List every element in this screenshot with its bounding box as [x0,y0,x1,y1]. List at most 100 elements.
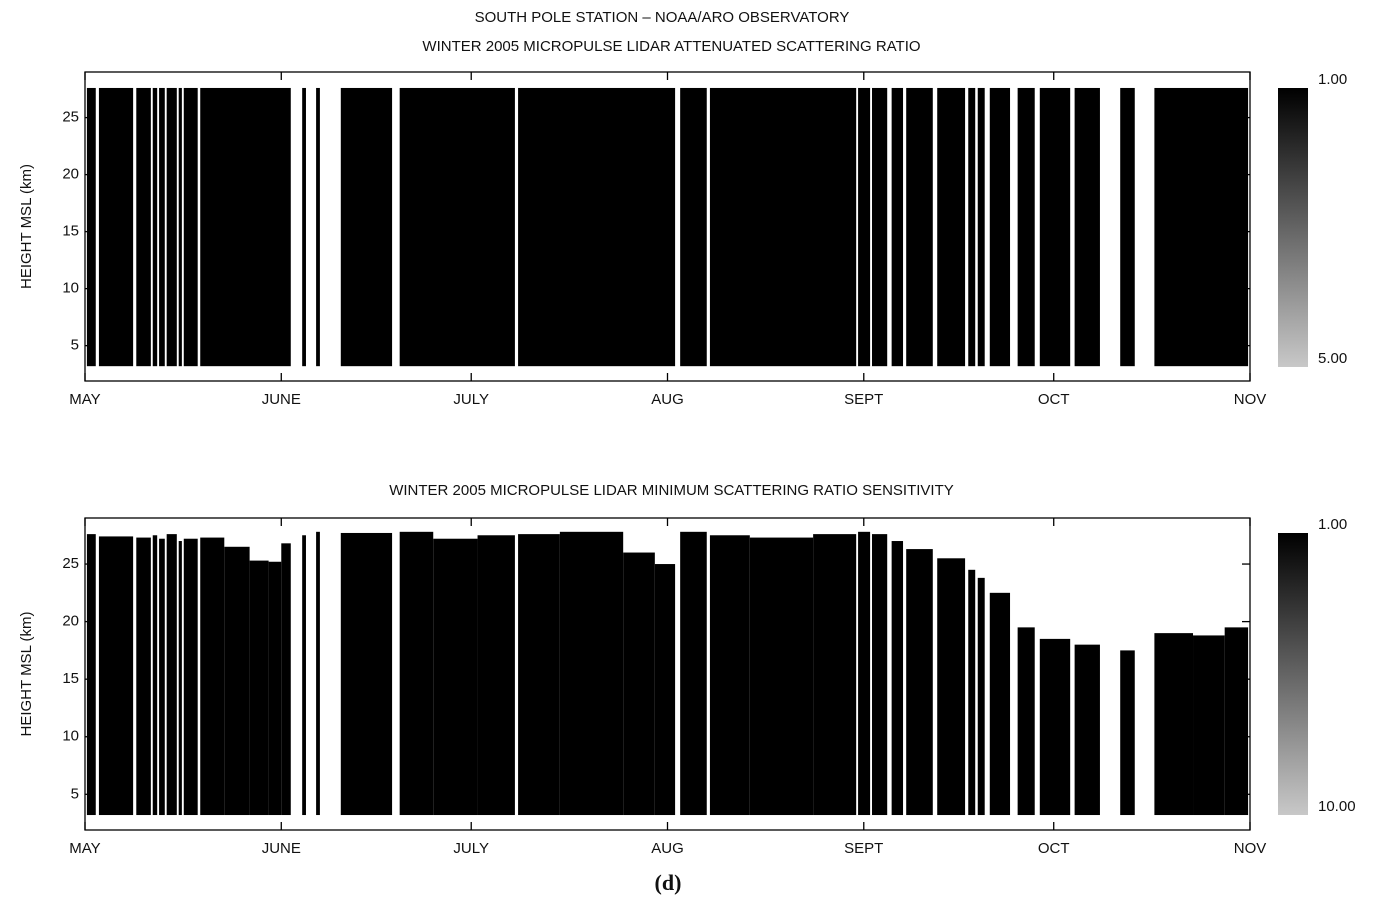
data-band [749,537,814,816]
x-tick-label: JULY [453,391,489,408]
y-axis-label: HEIGHT MSL (km) [18,164,35,289]
chart-title: WINTER 2005 MICROPULSE LIDAR MINIMUM SCA… [389,482,954,499]
data-band [152,87,158,367]
data-band [136,87,151,367]
data-band [813,534,857,816]
panel-caption: (d) [655,870,682,895]
x-tick-label: JULY [453,840,489,857]
figure-title: SOUTH POLE STATION – NOAA/ARO OBSERVATOR… [475,9,850,26]
x-tick-label: NOV [1234,840,1267,857]
data-band [178,541,182,816]
data-band [872,534,888,816]
data-band [906,87,933,367]
data-band [249,560,269,816]
y-tick-label: 10 [62,280,79,297]
x-tick-label: SEPT [844,840,883,857]
data-band [1193,635,1225,816]
data-band [1154,633,1194,816]
x-tick-label: NOV [1234,391,1267,408]
data-band [1039,638,1071,816]
data-band [166,534,177,816]
data-band [1224,627,1249,816]
data-band [136,537,151,816]
data-band [200,537,225,816]
data-band [559,531,624,816]
x-tick-label: OCT [1038,840,1070,857]
x-tick-label: JUNE [262,840,301,857]
y-tick-label: 25 [62,555,79,572]
data-band [891,87,904,367]
x-tick-label: MAY [69,840,100,857]
data-band [891,541,904,816]
data-band [518,87,676,367]
data-band [159,87,165,367]
data-band [1039,87,1071,367]
x-tick-label: MAY [69,391,100,408]
y-axis-label: HEIGHT MSL (km) [18,611,35,736]
colorbar-label: 1.00 [1318,71,1347,88]
data-band [989,87,1011,367]
data-band [86,87,96,367]
y-tick-label: 25 [62,109,79,126]
data-band [977,87,985,367]
data-band [968,87,976,367]
x-tick-label: OCT [1038,391,1070,408]
data-band [340,87,393,367]
colorbar-label: 1.00 [1318,516,1347,533]
data-band [1017,627,1035,816]
data-band [433,538,478,816]
data-band [316,531,320,816]
colorbar-label: 10.00 [1318,798,1356,815]
colorbar [1278,88,1308,367]
data-band [654,564,676,816]
data-band [989,592,1011,816]
data-band [166,87,177,367]
y-tick-label: 15 [62,670,79,687]
data-band [977,577,985,816]
data-band [224,546,250,816]
data-band [98,87,134,367]
data-band [178,87,182,367]
colorbar [1278,533,1308,815]
data-band [268,561,282,816]
data-band [98,536,134,816]
y-tick-label: 20 [62,166,79,183]
data-band [937,87,966,367]
data-band [1120,650,1135,816]
data-band [968,569,976,816]
data-band [159,538,165,816]
data-band [709,87,857,367]
x-tick-label: SEPT [844,391,883,408]
y-tick-label: 15 [62,223,79,240]
data-band [200,87,291,367]
y-tick-label: 5 [71,785,79,802]
x-tick-label: AUG [651,391,684,408]
data-band [872,87,888,367]
data-band [1074,87,1100,367]
data-band [1154,87,1249,367]
data-band [86,534,96,816]
x-tick-label: JUNE [262,391,301,408]
data-band [1120,87,1135,367]
data-band [680,531,707,816]
data-band [477,535,515,816]
chart-title: WINTER 2005 MICROPULSE LIDAR ATTENUATED … [422,38,920,55]
data-band [152,535,158,816]
data-band [858,531,871,816]
data-band [906,549,933,816]
data-band [302,535,306,816]
data-band [709,535,750,816]
data-band [302,87,306,367]
x-tick-label: AUG [651,840,684,857]
data-band [183,87,198,367]
y-tick-label: 5 [71,337,79,354]
data-band [623,552,655,816]
data-band [680,87,707,367]
data-band [316,87,320,367]
y-tick-label: 20 [62,613,79,630]
data-band [1017,87,1035,367]
data-band [340,532,393,816]
data-band [518,534,560,816]
data-band [1074,644,1100,816]
